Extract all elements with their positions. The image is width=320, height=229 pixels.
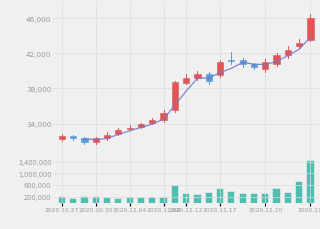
Bar <box>206 194 212 203</box>
Bar <box>126 198 133 203</box>
Bar <box>217 63 223 76</box>
Bar <box>308 19 314 41</box>
Bar <box>251 65 257 68</box>
Bar <box>285 193 291 203</box>
Bar <box>81 138 88 142</box>
Bar <box>217 189 223 203</box>
Bar <box>194 195 201 203</box>
Bar <box>285 51 291 56</box>
Bar <box>183 79 189 84</box>
Bar <box>138 198 144 203</box>
Bar <box>59 197 65 203</box>
Bar <box>296 182 302 203</box>
Bar <box>93 197 99 203</box>
Bar <box>262 194 268 203</box>
Bar <box>126 128 133 129</box>
Bar <box>104 135 110 139</box>
Bar <box>251 194 257 203</box>
Bar <box>160 198 167 203</box>
Bar <box>240 61 246 65</box>
Bar <box>172 186 178 203</box>
Bar <box>115 130 122 134</box>
Bar <box>308 161 314 203</box>
Bar <box>149 120 156 123</box>
Bar <box>240 194 246 203</box>
Bar <box>228 61 235 62</box>
Bar <box>160 114 167 120</box>
Bar <box>194 75 201 79</box>
Bar <box>296 44 302 47</box>
Bar <box>70 199 76 203</box>
Bar <box>59 136 65 140</box>
Bar <box>93 139 99 142</box>
Bar <box>262 63 268 70</box>
Bar <box>183 194 189 203</box>
Bar <box>81 197 88 203</box>
Bar <box>149 198 156 203</box>
Bar <box>206 75 212 82</box>
Bar <box>274 56 280 65</box>
Bar <box>70 136 76 139</box>
Bar <box>104 199 110 203</box>
Bar <box>172 83 178 111</box>
Bar <box>228 192 235 203</box>
Bar <box>115 199 122 203</box>
Bar <box>138 125 144 128</box>
Bar <box>274 189 280 203</box>
